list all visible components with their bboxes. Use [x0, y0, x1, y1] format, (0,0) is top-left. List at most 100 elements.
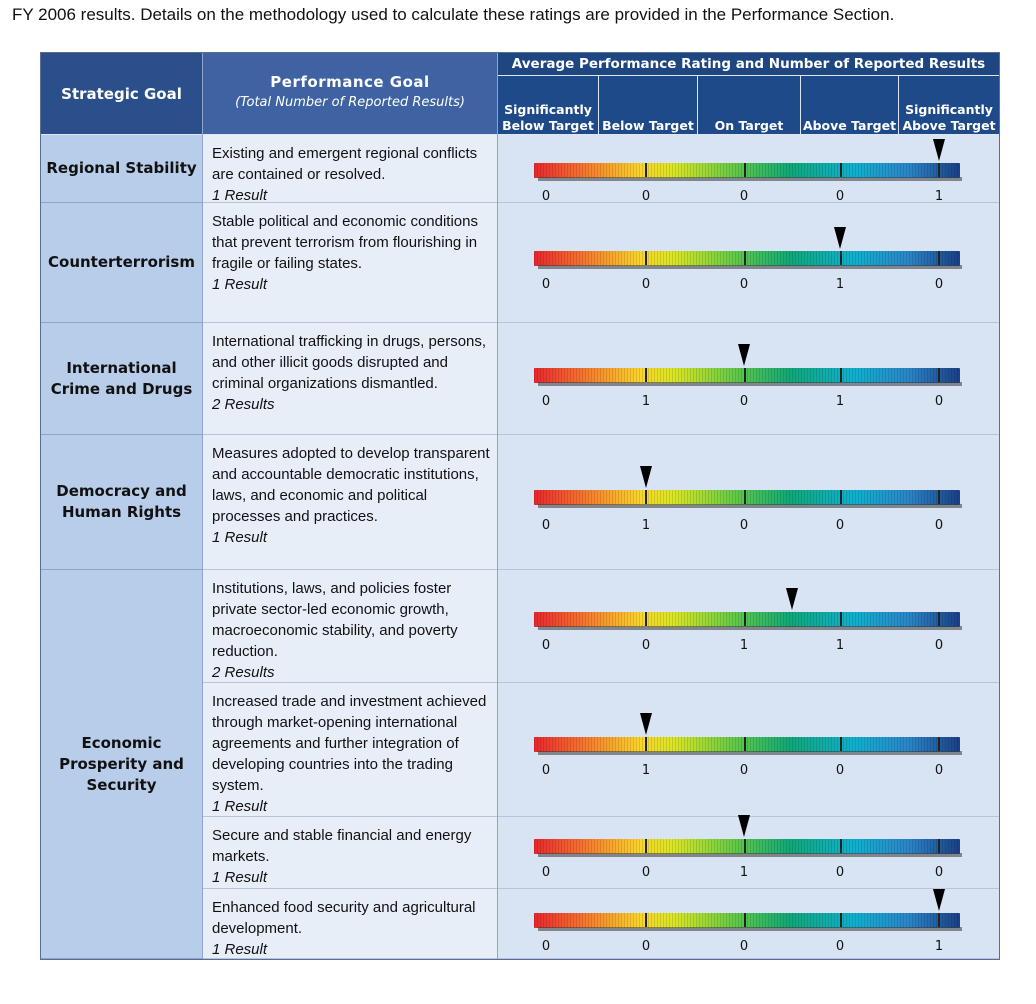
gauge-tick: [744, 490, 746, 504]
gauge-gradient: [534, 913, 960, 928]
performance-goal-text: International trafficking in drugs, pers…: [212, 333, 487, 392]
gauge-shadow: [538, 927, 962, 931]
performance-goal-row: Increased trade and investment achieved …: [203, 683, 497, 817]
performance-goal-text: Existing and emergent regional conflicts…: [212, 145, 478, 183]
gauge-tick: [645, 839, 647, 853]
performance-goal-text: Secure and stable financial and energy m…: [212, 827, 472, 865]
gauge-texture: [534, 490, 960, 505]
result-count-value: 0: [835, 865, 845, 880]
result-count-value: 0: [541, 763, 551, 778]
performance-goal-row: Existing and emergent regional conflicts…: [203, 135, 497, 204]
gauge-tick: [938, 737, 940, 751]
gauge-tick: [744, 913, 746, 927]
result-count-value: 1: [641, 394, 651, 409]
result-count-value: 0: [641, 638, 651, 653]
strategic-goal-international-crime-and-drugs: International Crime and Drugs: [41, 323, 202, 435]
gauge-gradient: [534, 490, 960, 505]
header-category-above: Above Target: [801, 76, 898, 134]
gauge-gradient: [534, 251, 960, 266]
gauge-texture: [534, 251, 960, 266]
result-count-value: 1: [739, 865, 749, 880]
result-count: 2 Results: [212, 664, 275, 681]
result-count-value: 0: [739, 277, 749, 292]
gauge-tick: [744, 737, 746, 751]
result-count-value: 1: [835, 277, 845, 292]
result-count-value: 1: [934, 939, 944, 954]
gauge-tick: [744, 839, 746, 853]
strategic-goal-democracy-and-human-rights: Democracy and Human Rights: [41, 435, 202, 570]
result-count: 1 Result: [212, 529, 268, 546]
intro-text: FY 2006 results. Details on the methodol…: [12, 5, 895, 24]
performance-goal-row: Secure and stable financial and energy m…: [203, 817, 497, 889]
gauge-tick: [938, 839, 940, 853]
result-count-value: 0: [934, 277, 944, 292]
gauge-tick: [840, 368, 842, 382]
header-category-on-target: On Target: [698, 76, 800, 134]
performance-goal-text: Measures adopted to develop transparent …: [212, 445, 490, 525]
result-count-value: 0: [835, 518, 845, 533]
rating-marker: [738, 815, 750, 837]
result-count-value: 0: [541, 939, 551, 954]
gauge-tick: [938, 368, 940, 382]
header-performance-goal-subtitle: (Total Number of Reported Results): [235, 95, 465, 110]
result-count-value: 0: [641, 865, 651, 880]
gauge-tick: [938, 490, 940, 504]
gauge-tick: [840, 737, 842, 751]
rating-cell: 0 1 0 0 0: [498, 683, 999, 817]
header-category-significantly-above: Significantly Above Target: [899, 76, 999, 134]
rating-gauge-bar: [534, 251, 962, 269]
gauge-shadow: [538, 265, 962, 269]
rating-cell: 0 0 0 1 0: [498, 203, 999, 323]
gauge-tick: [744, 368, 746, 382]
rating-cell: 0 1 0 0 0: [498, 435, 999, 570]
result-count-value: 0: [641, 277, 651, 292]
gauge-gradient: [534, 368, 960, 383]
column-divider: [497, 53, 498, 959]
gauge-tick: [645, 913, 647, 927]
performance-goal-text: Increased trade and investment achieved …: [212, 693, 487, 794]
gauge-tick: [645, 368, 647, 382]
gauge-tick: [840, 251, 842, 265]
rating-marker: [738, 344, 750, 366]
gauge-gradient: [534, 737, 960, 752]
result-count-value: 0: [835, 189, 845, 204]
result-count-value: 1: [641, 763, 651, 778]
result-count-value: 0: [739, 939, 749, 954]
gauge-tick: [938, 612, 940, 626]
result-count-value: 0: [739, 518, 749, 533]
result-count-value: 0: [739, 189, 749, 204]
gauge-gradient: [534, 163, 960, 178]
gauge-tick: [840, 490, 842, 504]
result-count-value: 1: [739, 638, 749, 653]
gauge-shadow: [538, 853, 962, 857]
result-count-value: 1: [641, 518, 651, 533]
header-category-below: Below Target: [599, 76, 697, 134]
performance-goal-row: Stable political and economic conditions…: [203, 203, 497, 323]
gauge-texture: [534, 163, 960, 178]
result-count-value: 0: [641, 939, 651, 954]
result-count-value: 0: [934, 763, 944, 778]
gauge-shadow: [538, 751, 962, 755]
result-count-value: 0: [541, 638, 551, 653]
rating-gauge-bar: [534, 913, 962, 931]
strategic-goal-economic-prosperity-and-security: Economic Prosperity and Security: [41, 570, 202, 959]
gauge-texture: [534, 839, 960, 854]
gauge-gradient: [534, 612, 960, 627]
result-count-value: 0: [541, 518, 551, 533]
result-count-value: 0: [739, 763, 749, 778]
header-performance-goal-title: Performance Goal: [270, 73, 430, 91]
rating-marker: [640, 713, 652, 735]
result-count-value: 0: [739, 394, 749, 409]
gauge-shadow: [538, 177, 962, 181]
rating-gauge-bar: [534, 839, 962, 857]
gauge-tick: [645, 163, 647, 177]
result-count-value: 0: [934, 518, 944, 533]
result-count: 1 Result: [212, 941, 268, 958]
gauge-tick: [840, 913, 842, 927]
result-count: 1 Result: [212, 869, 268, 886]
rating-marker: [933, 139, 945, 161]
gauge-tick: [840, 839, 842, 853]
header-category-significantly-below: Significantly Below Target: [498, 76, 598, 134]
result-count-value: 0: [541, 277, 551, 292]
result-count-value: 0: [934, 638, 944, 653]
